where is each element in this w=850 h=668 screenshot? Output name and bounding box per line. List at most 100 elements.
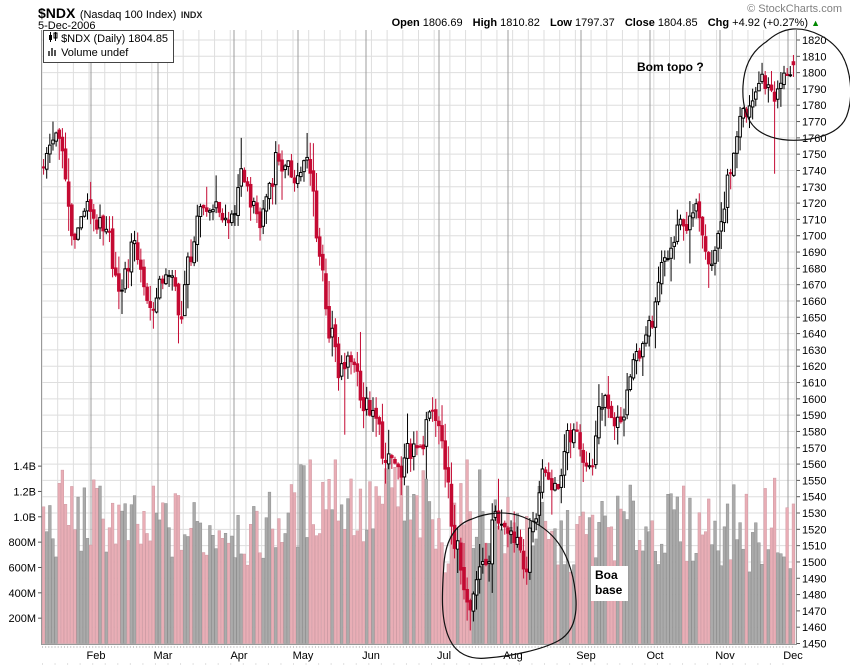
- volume-bar: [104, 551, 108, 644]
- x-axis-labels: Feb Mar Apr May Jun Jul Aug Sep Oct Nov Dec: [87, 650, 804, 662]
- volume-bar: [289, 484, 294, 644]
- volume-bar: [666, 494, 670, 644]
- candle-body: [700, 216, 705, 236]
- volume-bar: [223, 533, 228, 644]
- candle-body: [578, 432, 582, 450]
- candle-body: [364, 397, 369, 410]
- candle-body: [264, 196, 269, 212]
- candle-body: [634, 351, 639, 362]
- volume-bar: [691, 560, 695, 644]
- candle-body: [556, 483, 560, 490]
- volume-bar: [324, 509, 328, 644]
- volume-bar: [390, 487, 394, 644]
- candle-body: [63, 148, 68, 180]
- volume-bar: [518, 550, 523, 644]
- candle-body: [512, 531, 516, 544]
- candle-body: [615, 416, 620, 429]
- candle-body: [211, 209, 215, 213]
- candle-body: [139, 259, 143, 270]
- price-tick-label: 1620: [802, 361, 826, 373]
- volume-bar: [145, 533, 149, 644]
- volume-bar: [547, 539, 551, 644]
- volume-bar: [729, 559, 733, 644]
- volume-bar: [230, 535, 234, 644]
- volume-tick-label: 1.4B: [13, 461, 36, 473]
- change-label: Chg: [707, 17, 730, 29]
- candle-body: [66, 181, 71, 207]
- volume-bar: [484, 542, 488, 644]
- candle-body: [164, 274, 168, 285]
- volume-bar: [340, 504, 344, 644]
- volume-bar: [245, 564, 250, 644]
- candle-body: [440, 425, 444, 442]
- price-tick-label: 1630: [802, 345, 826, 357]
- candle-body: [113, 267, 118, 276]
- volume-bar: [556, 564, 560, 644]
- volume-bar: [713, 520, 717, 644]
- candles: [41, 54, 796, 631]
- volume-bar: [678, 541, 683, 644]
- price-tick-label: 1510: [802, 541, 826, 553]
- volume-bar: [575, 524, 579, 644]
- volume-bar: [79, 550, 83, 644]
- candle-body: [584, 462, 589, 467]
- top-circle-annotation: [742, 28, 850, 141]
- candle-body: [455, 540, 460, 550]
- candle-body: [703, 236, 708, 252]
- volume-bar: [722, 526, 727, 644]
- volume-bar: [274, 547, 278, 644]
- volume-tick-label: 400M: [8, 588, 36, 600]
- volume-bar: [741, 548, 745, 644]
- price-tick-label: 1700: [802, 231, 826, 243]
- candle-body: [506, 527, 510, 534]
- price-tick-label: 1770: [802, 117, 826, 129]
- volume-bar: [751, 532, 755, 644]
- candle-body: [120, 289, 124, 292]
- candle-body: [631, 359, 636, 379]
- volume-bar: [142, 511, 146, 644]
- volume-bar: [431, 519, 435, 644]
- axes: [41, 30, 797, 665]
- candle-body: [753, 91, 758, 100]
- candle-body: [738, 115, 742, 138]
- volume-bar: [126, 540, 130, 644]
- volume-bar: [559, 520, 563, 644]
- candle-body: [603, 395, 607, 408]
- candle-body: [747, 105, 752, 118]
- candle-body: [214, 201, 218, 209]
- candle-body: [273, 152, 278, 186]
- price-tick-label: 1800: [802, 68, 826, 80]
- volume-bar: [685, 560, 689, 644]
- candle-body: [346, 355, 350, 368]
- exchange-label: INDX: [180, 10, 203, 20]
- candle-body: [110, 228, 115, 270]
- month-label: Jul: [437, 650, 451, 662]
- candle-body: [637, 350, 642, 359]
- candle-body: [537, 492, 542, 516]
- month-label: Jun: [362, 650, 380, 662]
- volume-bar: [242, 553, 246, 644]
- candle-body: [772, 91, 777, 102]
- volume-bar: [412, 494, 416, 644]
- volume-bar: [41, 506, 46, 644]
- volume-bar: [277, 518, 281, 644]
- candle-body: [644, 334, 648, 344]
- candle-body: [641, 343, 645, 358]
- candle-body: [590, 465, 595, 468]
- volume-bar: [779, 553, 783, 644]
- volume-bar: [123, 503, 127, 644]
- symbol-description: (Nasdaq 100 Index): [79, 9, 177, 21]
- price-tick-label: 1650: [802, 312, 826, 324]
- candle-body: [299, 171, 303, 178]
- candle-body: [408, 443, 413, 459]
- volume-bar: [757, 542, 761, 644]
- volume-bar: [487, 543, 491, 644]
- candle-body: [70, 204, 74, 237]
- candle-body: [675, 224, 680, 242]
- candle-body: [650, 320, 655, 328]
- candle-body: [572, 429, 576, 444]
- price-tick-label: 1530: [802, 508, 826, 520]
- volume-bar: [151, 485, 155, 644]
- legend-price-label: $NDX (Daily) 1804.85: [61, 33, 169, 45]
- annotation-bom-topo: Bom topo ?: [637, 60, 704, 74]
